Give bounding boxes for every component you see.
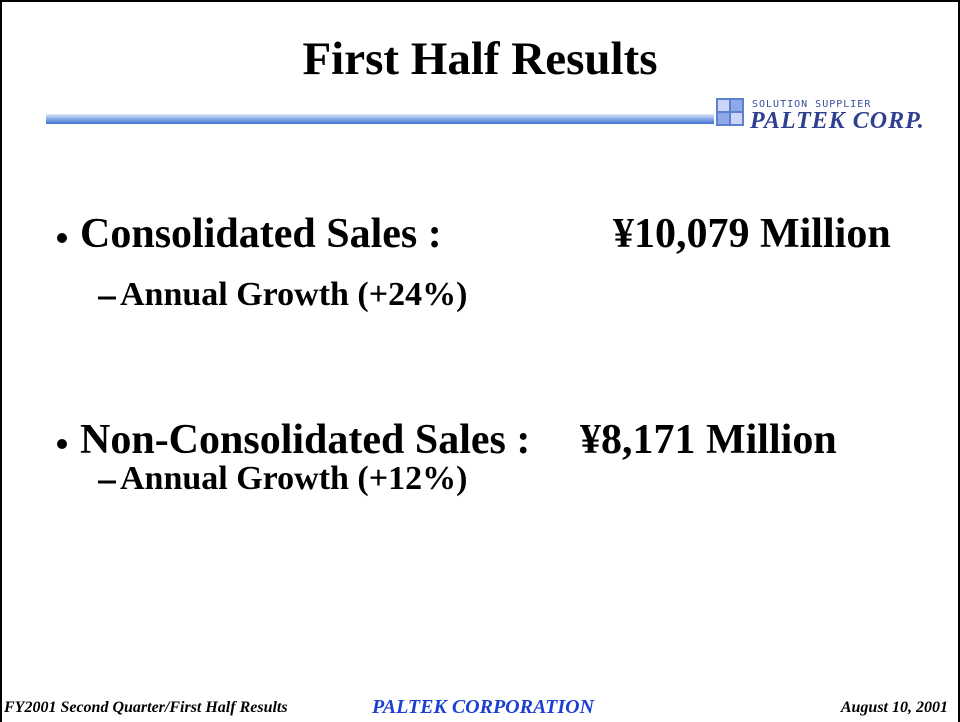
title-rule: [46, 114, 714, 124]
sub-bullet: Annual Growth (+12%): [120, 460, 468, 497]
bullet-glyphs: [57, 233, 116, 484]
bullet-label: Consolidated Sales :: [80, 211, 442, 257]
slide-title: First Half Results: [302, 33, 658, 85]
footer-left: FY2001 Second Quarter/First Half Results: [4, 699, 288, 716]
bullet: [57, 233, 67, 243]
footer-center: PALTEK CORPORATION: [372, 696, 595, 718]
bullet: [57, 439, 67, 449]
sub-bullet: Annual Growth (+24%): [120, 276, 468, 313]
logo-icon: [716, 98, 744, 126]
logo-tagline: SOLUTION SUPPLIER: [752, 99, 872, 110]
bullet-value: ¥8,171 Million: [580, 417, 837, 463]
bullet-label: Non-Consolidated Sales :: [80, 417, 531, 463]
footer-right: August 10, 2001: [840, 699, 948, 716]
bullet-value: ¥10,079 Million: [613, 211, 891, 257]
logo-name: PALTEK CORP.: [750, 108, 925, 134]
